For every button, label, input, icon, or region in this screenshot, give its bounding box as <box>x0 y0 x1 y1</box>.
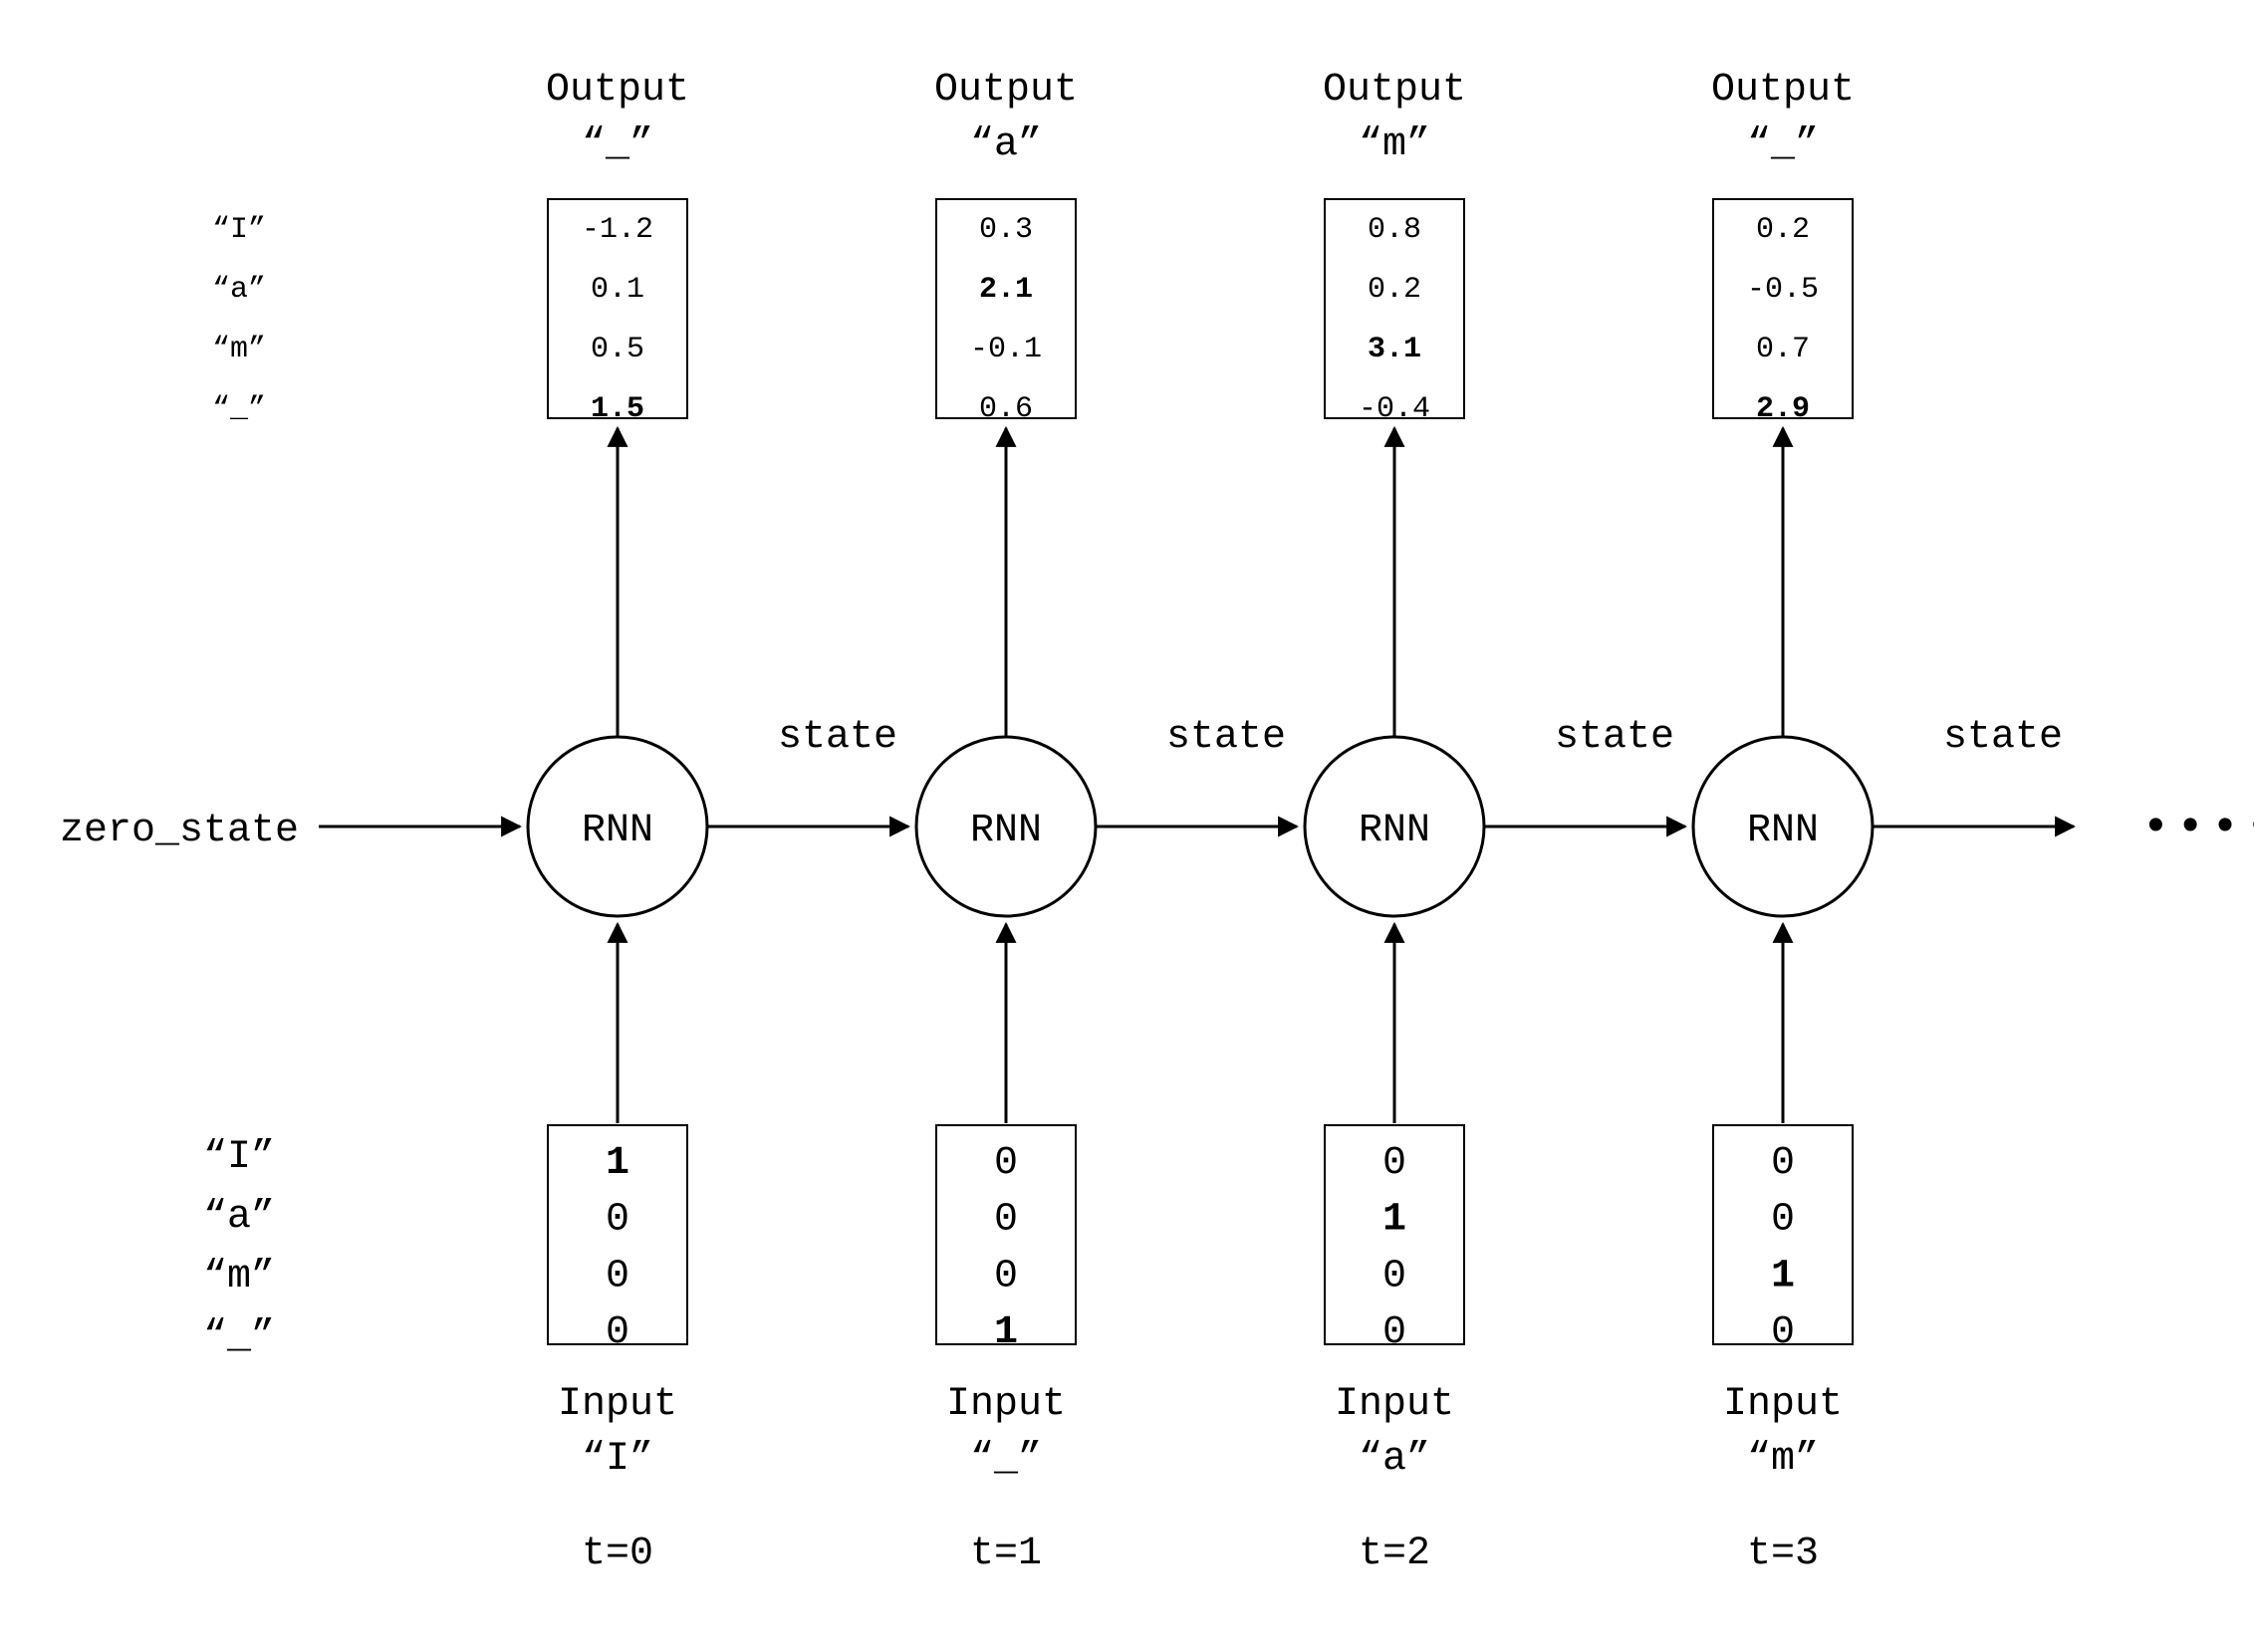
vocab-row-label-output: “I” <box>212 213 266 247</box>
input-label: Input <box>1723 1382 1843 1427</box>
output-vector-value: 2.1 <box>979 273 1033 307</box>
t-step-label: t=0 <box>582 1532 653 1576</box>
output-vector-value: 0.2 <box>1756 213 1810 247</box>
input-vector-value: 0 <box>1382 1310 1406 1355</box>
output-label: Output <box>1711 68 1855 113</box>
input-label: Input <box>946 1382 1066 1427</box>
output-char-label: “a” <box>970 122 1042 167</box>
input-vector-value: 1 <box>1382 1198 1406 1243</box>
output-vector-value: 0.2 <box>1368 273 1421 307</box>
input-vector-value: 0 <box>994 1141 1018 1186</box>
rnn-node-label: RNN <box>1747 809 1819 853</box>
output-label: Output <box>934 68 1078 113</box>
output-vector-value: -1.2 <box>582 213 653 247</box>
input-vector-value: 1 <box>1771 1254 1795 1298</box>
state-label: state <box>778 715 897 760</box>
input-char-label: “_” <box>970 1437 1042 1482</box>
input-label: Input <box>558 1382 677 1427</box>
output-char-label: “_” <box>1747 122 1819 167</box>
input-char-label: “I” <box>582 1437 653 1482</box>
output-vector-value: 0.7 <box>1756 333 1810 366</box>
input-vector-value: 1 <box>606 1141 629 1186</box>
output-vector-value: -0.5 <box>1747 273 1819 307</box>
input-vector-value: 1 <box>994 1310 1018 1355</box>
vocab-row-label-output: “a” <box>212 273 266 307</box>
t-step-label: t=3 <box>1747 1532 1819 1576</box>
output-vector-value: 0.8 <box>1368 213 1421 247</box>
vocab-row-label-output: “_” <box>212 392 266 426</box>
output-char-label: “_” <box>582 122 653 167</box>
vocab-row-label-input: “_” <box>203 1314 275 1359</box>
output-char-label: “m” <box>1359 122 1430 167</box>
rnn-node-label: RNN <box>582 809 653 853</box>
vocab-row-label-input: “I” <box>203 1135 275 1180</box>
input-vector-value: 0 <box>606 1254 629 1298</box>
rnn-node-label: RNN <box>1359 809 1430 853</box>
input-vector-value: 0 <box>994 1254 1018 1298</box>
vocab-row-label-output: “m” <box>212 333 266 366</box>
rnn-node-label: RNN <box>970 809 1042 853</box>
output-vector-value: 0.5 <box>591 333 644 366</box>
vocab-row-label-input: “m” <box>203 1255 275 1299</box>
output-vector-value: 2.9 <box>1756 392 1810 426</box>
output-label: Output <box>546 68 689 113</box>
vocab-row-label-input: “a” <box>203 1195 275 1240</box>
input-vector-value: 0 <box>1382 1254 1406 1298</box>
input-char-label: “a” <box>1359 1437 1430 1482</box>
input-vector-value: 0 <box>1382 1141 1406 1186</box>
input-char-label: “m” <box>1747 1437 1819 1482</box>
t-step-label: t=1 <box>970 1532 1042 1576</box>
output-vector-value: 0.1 <box>591 273 644 307</box>
output-vector-value: 1.5 <box>591 392 644 426</box>
output-label: Output <box>1323 68 1466 113</box>
output-vector-value: 3.1 <box>1368 333 1421 366</box>
t-step-label: t=2 <box>1359 1532 1430 1576</box>
input-vector-value: 0 <box>606 1198 629 1243</box>
output-vector-value: -0.1 <box>970 333 1042 366</box>
state-label: state <box>1943 715 2063 760</box>
input-vector-value: 0 <box>606 1310 629 1355</box>
output-vector-value: -0.4 <box>1359 392 1430 426</box>
input-vector-value: 0 <box>994 1198 1018 1243</box>
continuation-dots: •••••• <box>2141 802 2254 855</box>
input-vector-value: 0 <box>1771 1141 1795 1186</box>
output-vector-value: 0.6 <box>979 392 1033 426</box>
input-vector-value: 0 <box>1771 1198 1795 1243</box>
input-label: Input <box>1335 1382 1454 1427</box>
input-vector-value: 0 <box>1771 1310 1795 1355</box>
state-label: state <box>1166 715 1286 760</box>
state-label: state <box>1555 715 1674 760</box>
output-vector-value: 0.3 <box>979 213 1033 247</box>
zero-state-label: zero_state <box>60 809 299 853</box>
rnn-diagram: zero_state “I” “a” “m” “_” “I” “a” “m” “_” RNN -1.… <box>0 0 2254 1652</box>
